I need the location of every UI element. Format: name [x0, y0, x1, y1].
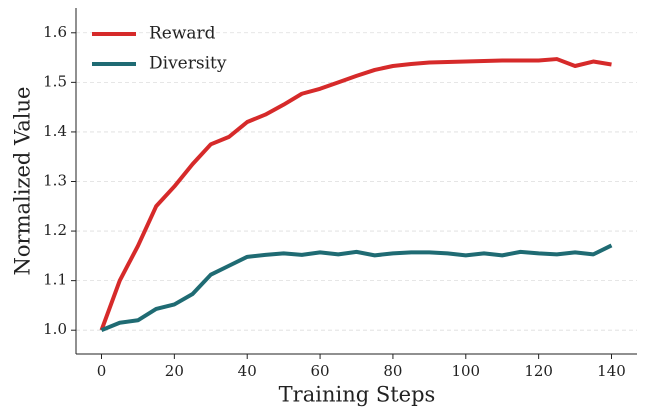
x-axis-label: Training Steps: [279, 383, 436, 407]
y-tick-label: 1.1: [43, 271, 67, 289]
x-tick-label: 60: [311, 362, 330, 380]
legend-label: Reward: [149, 24, 216, 44]
x-tick-label: 140: [597, 362, 626, 380]
legend-label: Diversity: [149, 54, 227, 74]
x-tick-label: 100: [451, 362, 480, 380]
y-tick-label: 1.3: [43, 171, 67, 189]
y-tick-label: 1.2: [43, 221, 67, 239]
y-tick-label: 1.5: [43, 72, 67, 90]
line-series: [99, 57, 612, 331]
x-tick-label: 20: [165, 362, 184, 380]
x-tick-label: 0: [97, 362, 107, 380]
y-tick-label: 1.6: [43, 23, 67, 41]
y-tick-label: 1.4: [43, 122, 67, 140]
y-axis-label: Normalized Value: [11, 87, 35, 276]
line-series: [100, 243, 613, 333]
x-tick-label: 120: [524, 362, 553, 380]
x-tick-label: 80: [383, 362, 402, 380]
x-tick-label: 40: [238, 362, 257, 380]
y-tick-label: 1.0: [43, 320, 67, 338]
